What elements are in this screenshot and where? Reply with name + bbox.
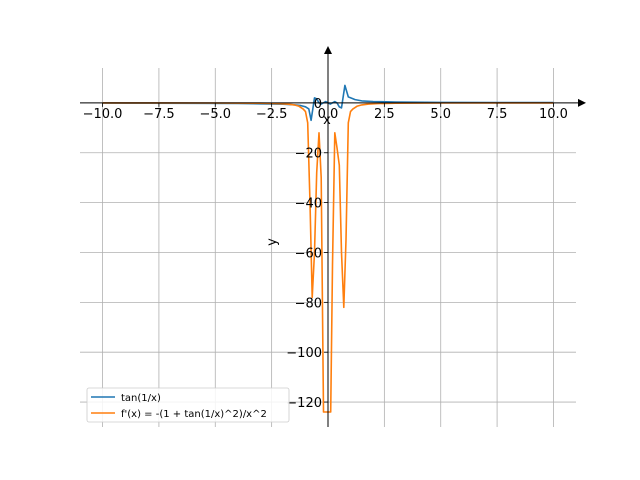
x-tick-label: 10.0	[539, 107, 568, 122]
y-tick-label: 0	[314, 97, 322, 112]
y-tick-label: −100	[286, 346, 322, 361]
y-tick-label: −40	[295, 197, 322, 212]
x-tick-label: −7.5	[143, 107, 175, 122]
axes	[80, 46, 586, 427]
legend-box	[86, 387, 290, 423]
x-tick-label: −2.5	[256, 107, 288, 122]
x-tick-label: 2.5	[374, 107, 395, 122]
x-tick-label: 7.5	[487, 107, 508, 122]
legend: tan(1/x) f'(x) = -(1 + tan(1/x)^2)/x^2	[86, 387, 290, 423]
y-tick-label: −120	[286, 396, 322, 411]
y-axis-arrow	[324, 46, 332, 54]
x-tick-label: −5.0	[199, 107, 231, 122]
y-axis-label: y	[265, 238, 280, 246]
y-tick-label: −80	[295, 296, 322, 311]
y-tick-label: −60	[295, 246, 322, 261]
x-axis-label: x	[323, 113, 331, 128]
x-tick-label: −10.0	[83, 107, 123, 122]
ticks: −10.0 −7.5 −5.0 −2.5 0.0 2.5 5.0 7.5 10.0 0 −20 −40…	[83, 97, 568, 411]
x-tick-label: 0.0	[318, 107, 339, 122]
x-tick-label: 5.0	[430, 107, 451, 122]
y-tick-label: −20	[295, 147, 322, 162]
x-axis-arrow	[578, 98, 586, 107]
legend-label: f'(x) = -(1 + tan(1/x)^2)/x^2	[121, 409, 267, 420]
legend-label: tan(1/x)	[121, 393, 161, 404]
